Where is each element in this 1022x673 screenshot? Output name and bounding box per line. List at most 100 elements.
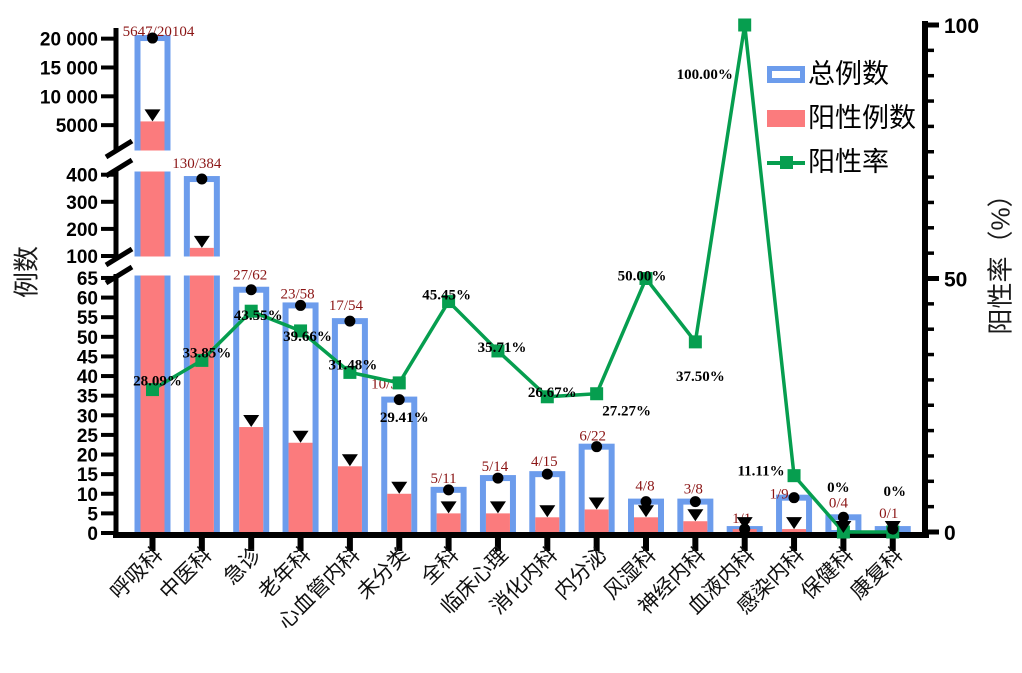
fraction-label: 6/22 — [579, 429, 606, 445]
right-tick-label: 100 — [944, 15, 979, 38]
percent-label: 100.00% — [677, 67, 733, 83]
legend: 总例数 阳性例数 阳性率 — [767, 57, 916, 179]
fraction-label: 3/8 — [684, 482, 703, 498]
fraction-label: 130/384 — [172, 156, 222, 172]
percent-label: 37.50% — [676, 369, 725, 385]
break-band-lower — [124, 256, 336, 276]
percent-label: 0% — [827, 480, 850, 496]
total-dot-marker — [147, 32, 158, 44]
percent-label: 31.48% — [329, 357, 378, 373]
left-tick-label: 60 — [77, 289, 98, 310]
x-category-label: 保健科 — [796, 543, 858, 605]
rate-square-marker — [639, 272, 653, 285]
total-dot-marker — [443, 484, 455, 496]
positive-triangle-marker — [539, 505, 556, 518]
left-tick-label: 400 — [66, 166, 98, 187]
percent-label: 27.27% — [602, 404, 651, 420]
right-tick-label: 0 — [944, 522, 956, 545]
left-tick-label: 5000 — [56, 116, 98, 137]
fraction-label: 5/11 — [431, 471, 457, 487]
percent-label: 39.66% — [283, 329, 332, 345]
positive-bar — [288, 442, 313, 533]
axis-break-slash — [104, 264, 134, 286]
positive-triangle-marker — [243, 415, 260, 428]
rate-square-marker — [146, 383, 159, 397]
positive-triangle-marker — [638, 505, 654, 518]
positive-triangle-marker — [884, 521, 901, 533]
left-tick-label: 55 — [77, 308, 99, 329]
x-category-label: 呼吸科 — [106, 543, 168, 605]
positive-triangle-marker — [391, 481, 408, 494]
left-tick-label: 0 — [87, 524, 98, 545]
positive-triangle-marker — [687, 509, 704, 522]
legend-item-positive-cases: 阳性例数 — [767, 101, 916, 135]
positive-bar — [782, 529, 807, 533]
total-dot-marker — [788, 492, 800, 504]
left-tick-label: 10 — [77, 485, 98, 506]
rate-square-marker — [442, 295, 456, 309]
positive-triangle-marker — [292, 430, 309, 443]
axis-break-bands — [124, 150, 336, 276]
break-band-upper — [124, 150, 336, 172]
total-dot-marker — [295, 299, 307, 311]
positive-bar — [584, 509, 609, 533]
left-tick-label: 20 — [77, 446, 98, 467]
total-dot-marker — [640, 496, 652, 508]
fraction-label: 17/54 — [329, 298, 364, 314]
percent-label: 0% — [884, 484, 907, 500]
total-dot-marker — [689, 496, 701, 508]
rate-line — [151, 24, 893, 534]
left-tick-label: 50 — [77, 328, 98, 349]
positive-bar — [485, 513, 510, 533]
fraction-label: 4/8 — [635, 479, 654, 495]
fraction-label: 23/58 — [280, 286, 314, 302]
percent-label: 28.09% — [133, 374, 182, 390]
fraction-label: 0/1 — [879, 506, 898, 522]
percent-label: 50.00% — [618, 269, 667, 285]
percent-label: 11.11% — [737, 464, 784, 480]
axis-break-slash — [104, 138, 134, 160]
left-tick-label: 30 — [77, 406, 98, 427]
legend-item-total-cases: 总例数 — [767, 57, 916, 91]
percent-label: 43.55% — [234, 308, 283, 324]
left-tick-label: 15 000 — [40, 58, 98, 79]
total-dot-marker — [393, 394, 405, 406]
positive-bar — [387, 493, 412, 533]
positive-bar — [189, 247, 214, 533]
right-tick-label: 50 — [944, 269, 967, 292]
positive-bar — [535, 517, 560, 533]
positive-triangle-marker — [588, 497, 605, 510]
total-dot-marker — [344, 315, 356, 327]
axes-layer: 0510152025303540455055606510020030040050… — [40, 15, 979, 551]
positive-bar — [634, 517, 658, 533]
positive-triangle-marker — [736, 517, 753, 530]
percent-label: 35.71% — [478, 340, 527, 356]
positive-triangle-marker — [489, 501, 506, 514]
rate-square-marker — [540, 390, 554, 404]
axis-break-slash — [104, 246, 134, 268]
positive-triangle-marker — [440, 501, 457, 514]
total-dot-marker — [492, 472, 504, 484]
fraction-label: 5/14 — [482, 459, 509, 475]
left-tick-label: 5 — [87, 504, 98, 525]
rate-square-marker — [392, 376, 406, 390]
percent-labels: 28.09%33.85% 43.55%39.66% 31.48% 29.41% 45.4… — [133, 67, 906, 500]
positive-triangle-marker — [144, 109, 161, 122]
bar-top-markers — [144, 32, 901, 535]
legend-swatch-filled-bar — [767, 109, 805, 127]
rate-square-marker — [343, 365, 357, 379]
fraction-label: 0/4 — [829, 495, 849, 511]
rate-square-marker — [491, 344, 505, 358]
right-axis-title: 阳性率（%） — [985, 181, 1016, 335]
positive-triangle-marker — [193, 235, 210, 248]
legend-label-positive-cases: 阳性例数 — [808, 102, 916, 133]
rate-square-marker — [787, 469, 801, 483]
positive-bar — [140, 121, 165, 534]
axis-break-slash — [104, 157, 134, 179]
legend-label-total-cases: 总例数 — [808, 58, 889, 89]
left-tick-label: 20 000 — [40, 30, 98, 51]
legend-item-positive-rate: 阳性率 — [767, 145, 916, 179]
left-tick-label: 15 — [77, 465, 99, 486]
rate-square-marker — [294, 324, 308, 338]
